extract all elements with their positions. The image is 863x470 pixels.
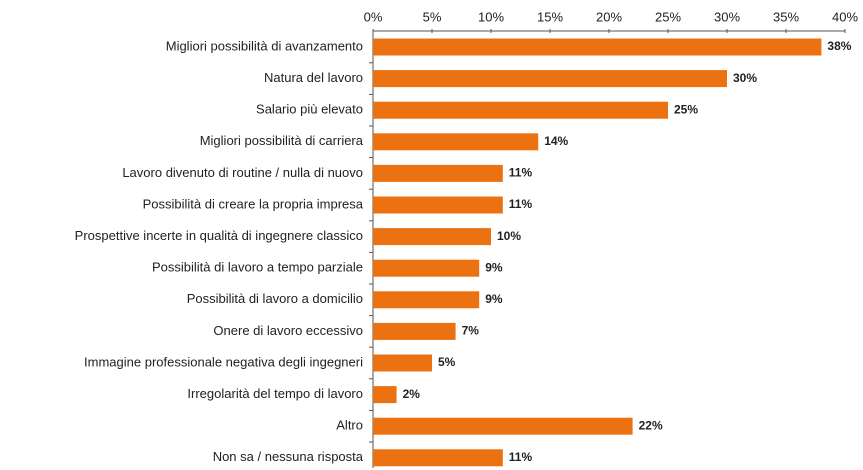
y-tick-label: Prospettive incerte in qualità di ingegn… bbox=[75, 228, 363, 243]
y-tick-label: Migliori possibilità di avanzamento bbox=[166, 38, 363, 53]
value-label: 22% bbox=[639, 418, 663, 432]
bar bbox=[373, 196, 503, 214]
y-tick-label: Possibilità di creare la propria impresa bbox=[143, 196, 364, 211]
y-tick-label: Lavoro divenuto di routine / nulla di nu… bbox=[122, 165, 363, 180]
bar bbox=[373, 449, 503, 467]
y-tick-label: Possibilità di lavoro a domicilio bbox=[187, 291, 363, 306]
x-tick-label: 10% bbox=[478, 9, 504, 24]
y-tick-label: Possibilità di lavoro a tempo parziale bbox=[152, 260, 363, 275]
value-label: 9% bbox=[485, 292, 503, 306]
y-tick-label: Altro bbox=[336, 418, 363, 433]
bar bbox=[373, 322, 456, 340]
value-label: 11% bbox=[509, 450, 533, 464]
value-label: 30% bbox=[733, 71, 757, 85]
x-tick-label: 35% bbox=[773, 9, 799, 24]
x-tick-label: 30% bbox=[714, 9, 740, 24]
x-tick-label: 15% bbox=[537, 9, 563, 24]
bar bbox=[373, 354, 432, 372]
bar bbox=[373, 133, 539, 151]
value-label: 25% bbox=[674, 102, 698, 116]
y-tick-label: Salario più elevato bbox=[256, 102, 363, 117]
value-label: 9% bbox=[485, 260, 503, 274]
bar bbox=[373, 417, 633, 435]
bar bbox=[373, 259, 480, 277]
y-tick-label: Irregolarità del tempo di lavoro bbox=[187, 386, 363, 401]
bar bbox=[373, 164, 503, 182]
y-tick-label: Non sa / nessuna risposta bbox=[213, 449, 364, 464]
value-label: 5% bbox=[438, 355, 456, 369]
y-tick-label: Immagine professionale negativa degli in… bbox=[84, 354, 363, 369]
bar bbox=[373, 291, 480, 309]
value-label: 11% bbox=[509, 166, 533, 180]
x-tick-label: 25% bbox=[655, 9, 681, 24]
value-label: 2% bbox=[403, 387, 421, 401]
value-label: 10% bbox=[497, 229, 521, 243]
x-tick-label: 0% bbox=[364, 9, 383, 24]
y-tick-label: Natura del lavoro bbox=[264, 70, 363, 85]
bar bbox=[373, 70, 727, 88]
value-label: 11% bbox=[509, 197, 533, 211]
x-tick-label: 40% bbox=[832, 9, 858, 24]
y-tick-label: Migliori possibilità di carriera bbox=[200, 133, 364, 148]
bar bbox=[373, 38, 822, 56]
x-tick-label: 20% bbox=[596, 9, 622, 24]
value-label: 14% bbox=[544, 134, 568, 148]
value-label: 38% bbox=[827, 39, 851, 53]
y-tick-label: Onere di lavoro eccessivo bbox=[213, 323, 363, 338]
bar bbox=[373, 386, 397, 404]
value-label: 7% bbox=[462, 324, 480, 338]
x-tick-label: 5% bbox=[423, 9, 442, 24]
bar bbox=[373, 228, 491, 246]
bar bbox=[373, 101, 668, 119]
